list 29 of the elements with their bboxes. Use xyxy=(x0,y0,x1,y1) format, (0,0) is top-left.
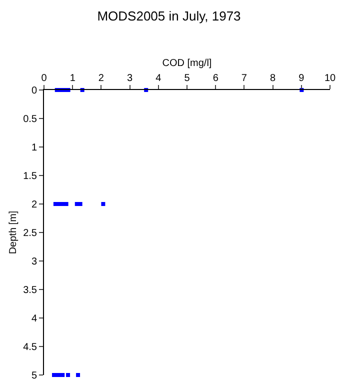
y-tick-label: 5 xyxy=(31,370,38,382)
y-tick-label: 4.5 xyxy=(23,342,38,353)
y-tick-label: 1 xyxy=(31,142,38,154)
point xyxy=(66,373,70,377)
y-tick-label: 4 xyxy=(31,314,38,324)
y-axis-title: Depth [m] xyxy=(8,210,20,254)
x-tick-label: 5 xyxy=(184,73,190,84)
point xyxy=(101,202,106,206)
chart-title: MODS2005 in July, 1973 xyxy=(97,8,241,24)
x-tick-label: 2 xyxy=(98,73,104,84)
x-tick-label: 6 xyxy=(212,73,219,84)
x-tick-label: 0 xyxy=(41,73,48,84)
x-tick-label: 3 xyxy=(127,73,134,84)
point xyxy=(76,373,80,377)
y-tick-label: 3.5 xyxy=(23,285,38,296)
y-tick-label: 2.5 xyxy=(23,228,38,239)
y-tick-label: 0 xyxy=(31,86,38,96)
x-axis-title: COD [mg/l] xyxy=(162,58,212,69)
y-tick-label: 2 xyxy=(31,200,38,210)
y-tick-label: 0.5 xyxy=(23,114,38,125)
y-tick-label: 1.5 xyxy=(23,171,38,182)
x-tick-label: 10 xyxy=(324,73,336,84)
x-tick-label: 9 xyxy=(298,73,305,84)
x-tick-label: 8 xyxy=(270,73,276,84)
y-tick-label: 3 xyxy=(31,256,38,268)
point xyxy=(78,202,82,206)
x-tick-label: 4 xyxy=(156,73,162,84)
x-tick-label: 1 xyxy=(70,73,76,84)
x-tick-label: 7 xyxy=(241,73,248,84)
